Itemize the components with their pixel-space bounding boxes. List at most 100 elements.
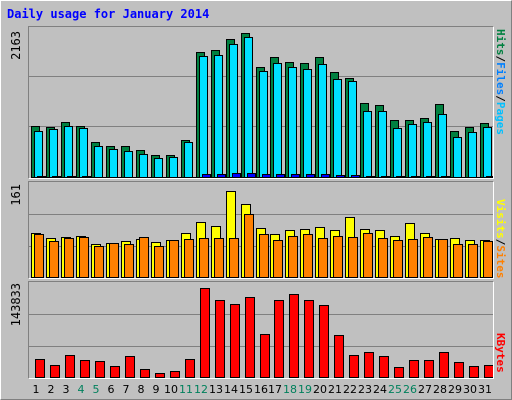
kbytes-bar-day-26	[409, 360, 419, 378]
pages-bar-day-16	[262, 174, 271, 178]
sites-bar-day-20	[318, 238, 328, 278]
x-tick-label-day-14: 14	[224, 383, 238, 396]
pages-bar-day-3	[67, 176, 76, 178]
x-tick-label-day-26: 26	[403, 383, 417, 396]
kbytes-bar-day-25	[394, 367, 404, 378]
x-tick-label-day-19: 19	[298, 383, 312, 396]
files-bar-day-11	[184, 142, 193, 178]
sites-bar-day-10	[169, 240, 179, 278]
files-bar-day-10	[169, 157, 178, 178]
pages-bar-day-20	[321, 174, 330, 178]
x-tick-label-day-2: 2	[47, 383, 55, 396]
pages-bar-day-19	[306, 174, 315, 178]
sites-bar-day-21	[333, 236, 343, 278]
kbytes-bar-day-10	[170, 371, 180, 378]
kbytes-bar-day-9	[155, 373, 165, 378]
files-bar-day-15	[244, 37, 253, 178]
files-bar-day-20	[318, 64, 327, 178]
sites-bar-day-18	[288, 236, 298, 278]
x-tick-label-day-28: 28	[433, 383, 447, 396]
gridline	[29, 314, 493, 315]
x-tick-label-day-1: 1	[32, 383, 40, 396]
kbytes-bar-day-7	[125, 356, 135, 378]
sites-bar-day-14	[229, 238, 239, 278]
files-bar-day-12	[199, 56, 208, 178]
kbytes-max-label: 143833	[9, 283, 23, 327]
sites-bar-day-24	[378, 238, 388, 278]
sites-bar-day-31	[483, 241, 493, 278]
legend-sites-visits: Visits/Sites	[494, 199, 507, 279]
x-tick-label-day-15: 15	[239, 383, 253, 396]
sites-visits-panel	[28, 181, 494, 279]
x-tick-label-day-16: 16	[254, 383, 268, 396]
files-bar-day-24	[378, 111, 387, 178]
kbytes-bar-day-22	[349, 355, 359, 378]
pages-bar-day-18	[291, 174, 300, 178]
pages-bar-day-30	[471, 177, 480, 178]
files-bar-day-25	[393, 128, 402, 178]
legend-hits: Hits	[494, 29, 507, 56]
x-tick-label-day-30: 30	[463, 383, 477, 396]
pages-bar-day-27	[426, 176, 435, 178]
legend-visits: Visits	[494, 199, 507, 239]
legend-files: Files	[494, 62, 507, 96]
files-bar-day-9	[154, 158, 163, 178]
files-bar-day-31	[483, 127, 492, 178]
pages-bar-day-28	[441, 176, 450, 178]
files-bar-day-5	[94, 146, 103, 178]
hits-files-pages-panel	[28, 26, 494, 179]
files-bar-day-13	[214, 55, 223, 178]
pages-bar-day-24	[381, 176, 390, 178]
kbytes-bar-day-16	[260, 334, 270, 378]
pages-bar-day-6	[112, 177, 121, 178]
sites-bar-day-1	[34, 234, 44, 278]
files-bar-day-21	[333, 79, 342, 178]
x-tick-label-day-18: 18	[283, 383, 297, 396]
x-tick-label-day-5: 5	[92, 383, 100, 396]
files-bar-day-6	[109, 149, 118, 178]
files-bar-day-23	[363, 111, 372, 178]
kbytes-bar-day-6	[110, 366, 120, 378]
sites-bar-day-9	[154, 246, 164, 278]
gridline	[29, 214, 493, 215]
x-tick-label-day-25: 25	[388, 383, 402, 396]
sites-bar-day-23	[363, 233, 373, 278]
sites-bar-day-19	[303, 234, 313, 278]
files-bar-day-18	[288, 67, 297, 178]
sites-bar-day-30	[468, 244, 478, 278]
pages-bar-day-13	[217, 174, 226, 178]
kbytes-bar-day-15	[245, 297, 255, 378]
kbytes-bar-day-12	[200, 288, 210, 378]
sites-bar-day-17	[273, 240, 283, 278]
files-bar-day-3	[64, 126, 73, 178]
kbytes-bar-day-5	[95, 361, 105, 378]
pages-bar-day-29	[456, 177, 465, 178]
sites-bar-day-27	[423, 237, 433, 278]
files-bar-day-2	[49, 129, 58, 178]
sites-bar-day-6	[109, 243, 119, 278]
files-bar-day-19	[303, 69, 312, 178]
pages-bar-day-21	[336, 175, 345, 178]
sites-bar-day-15	[244, 214, 254, 278]
hits-max-label: 2163	[9, 31, 23, 60]
sites-bar-day-2	[49, 241, 59, 278]
kbytes-bar-day-8	[140, 369, 150, 378]
files-bar-day-1	[34, 131, 43, 178]
pages-bar-day-15	[247, 173, 256, 178]
kbytes-bar-day-30	[469, 366, 479, 378]
sites-bar-day-12	[199, 238, 209, 278]
x-tick-label-day-7: 7	[122, 383, 130, 396]
kbytes-bar-day-14	[230, 304, 240, 378]
kbytes-bar-day-20	[319, 305, 329, 378]
pages-bar-day-11	[187, 177, 196, 178]
x-tick-label-day-3: 3	[62, 383, 70, 396]
files-bar-day-16	[259, 71, 268, 178]
kbytes-bar-day-29	[454, 362, 464, 378]
files-bar-day-17	[273, 63, 282, 178]
sites-bar-day-4	[79, 237, 89, 278]
x-tick-label-day-29: 29	[448, 383, 462, 396]
pages-bar-day-4	[82, 176, 91, 178]
sites-bar-day-7	[124, 244, 134, 278]
sites-bar-day-13	[214, 238, 224, 278]
